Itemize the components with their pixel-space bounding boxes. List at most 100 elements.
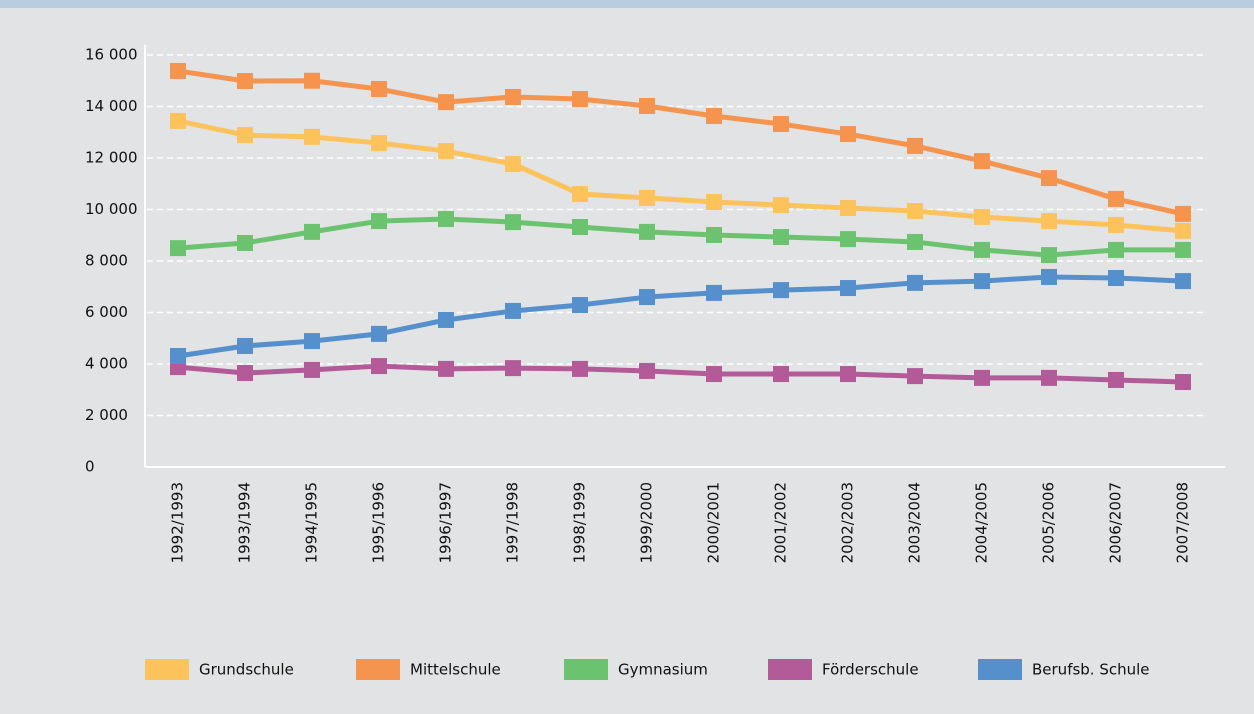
point-marker — [706, 366, 722, 383]
point-marker — [304, 361, 320, 378]
x-tick-label: 2000/2001 — [705, 482, 723, 563]
x-tick-label: 1998/1999 — [571, 482, 589, 563]
point-marker — [304, 223, 320, 240]
legend-label: Grundschule — [199, 661, 294, 679]
point-marker — [1108, 241, 1124, 258]
point-marker — [773, 229, 789, 246]
point-marker — [438, 360, 454, 377]
point-marker — [1175, 241, 1191, 258]
point-marker — [237, 365, 253, 382]
point-marker — [371, 358, 387, 375]
point-marker — [1175, 205, 1191, 222]
point-marker — [840, 199, 856, 216]
point-marker — [639, 97, 655, 114]
x-tick-label: 2007/2008 — [1174, 482, 1192, 563]
y-tick-label: 0 — [85, 458, 95, 476]
y-tick-label: 4 000 — [85, 355, 128, 373]
point-marker — [505, 214, 521, 231]
point-marker — [706, 284, 722, 301]
series-line — [177, 68, 1184, 217]
y-tick-label: 6 000 — [85, 303, 128, 321]
point-marker — [572, 186, 588, 203]
point-marker — [773, 116, 789, 133]
point-marker — [1108, 371, 1124, 388]
point-marker — [438, 94, 454, 111]
point-marker — [170, 348, 186, 365]
point-marker — [371, 135, 387, 152]
x-tick-label: 1995/1996 — [370, 482, 388, 563]
point-marker — [505, 88, 521, 105]
series-line — [177, 216, 1183, 258]
y-tick-label: 2 000 — [85, 406, 128, 424]
point-marker — [840, 126, 856, 143]
series-line — [177, 363, 1184, 385]
x-tick-label: 2002/2003 — [839, 482, 857, 563]
point-marker — [304, 333, 320, 350]
point-marker — [237, 127, 253, 144]
point-marker — [1041, 268, 1057, 285]
point-marker — [572, 297, 588, 314]
series-line — [177, 118, 1184, 234]
point-marker — [237, 73, 253, 90]
point-marker — [304, 128, 320, 145]
point-marker — [170, 62, 186, 79]
legend-label: Förderschule — [822, 661, 919, 679]
point-marker — [1108, 216, 1124, 233]
point-marker — [1175, 273, 1191, 290]
x-tick-label: 1993/1994 — [236, 482, 254, 563]
point-marker — [438, 143, 454, 160]
point-marker — [505, 155, 521, 172]
x-tick-label: 2004/2005 — [973, 482, 991, 563]
y-tick-label: 16 000 — [85, 46, 138, 64]
point-marker — [706, 108, 722, 125]
y-tick-label: 12 000 — [85, 149, 138, 167]
point-marker — [974, 273, 990, 290]
point-marker — [1175, 374, 1191, 391]
top-band — [0, 0, 1254, 8]
point-marker — [639, 362, 655, 379]
point-marker — [237, 234, 253, 251]
point-marker — [371, 80, 387, 97]
x-tick-label: 1999/2000 — [638, 482, 656, 563]
x-tick-label: 1992/1993 — [169, 482, 187, 563]
point-marker — [371, 213, 387, 230]
point-marker — [974, 369, 990, 386]
series-line — [177, 274, 1184, 359]
point-marker — [438, 311, 454, 328]
point-marker — [773, 197, 789, 214]
point-marker — [1041, 247, 1057, 264]
x-tick-label: 1997/1998 — [504, 482, 522, 563]
point-marker — [1175, 222, 1191, 239]
point-marker — [706, 226, 722, 243]
x-tick-label: 2006/2007 — [1107, 482, 1125, 563]
x-tick-label: 2001/2002 — [772, 482, 790, 563]
point-marker — [907, 368, 923, 385]
point-marker — [1041, 369, 1057, 386]
point-marker — [1108, 190, 1124, 207]
point-marker — [974, 241, 990, 258]
point-marker — [572, 91, 588, 108]
x-tick-label: 1996/1997 — [437, 482, 455, 563]
point-marker — [974, 153, 990, 170]
point-marker — [639, 223, 655, 240]
legend-swatch — [564, 659, 608, 680]
point-marker — [237, 337, 253, 354]
point-marker — [639, 189, 655, 206]
legend-label: Gymnasium — [618, 661, 708, 679]
point-marker — [572, 219, 588, 236]
y-tick-label: 8 000 — [85, 252, 128, 270]
point-marker — [438, 211, 454, 228]
point-marker — [1108, 269, 1124, 286]
point-marker — [773, 282, 789, 299]
point-marker — [170, 240, 186, 257]
point-marker — [304, 72, 320, 89]
point-marker — [907, 137, 923, 154]
point-marker — [505, 302, 521, 319]
legend-swatch — [768, 659, 812, 680]
point-marker — [840, 231, 856, 248]
point-marker — [907, 233, 923, 250]
y-tick-label: 10 000 — [85, 200, 138, 218]
x-tick-label: 1994/1995 — [303, 482, 321, 563]
legend-label: Mittelschule — [410, 661, 501, 679]
